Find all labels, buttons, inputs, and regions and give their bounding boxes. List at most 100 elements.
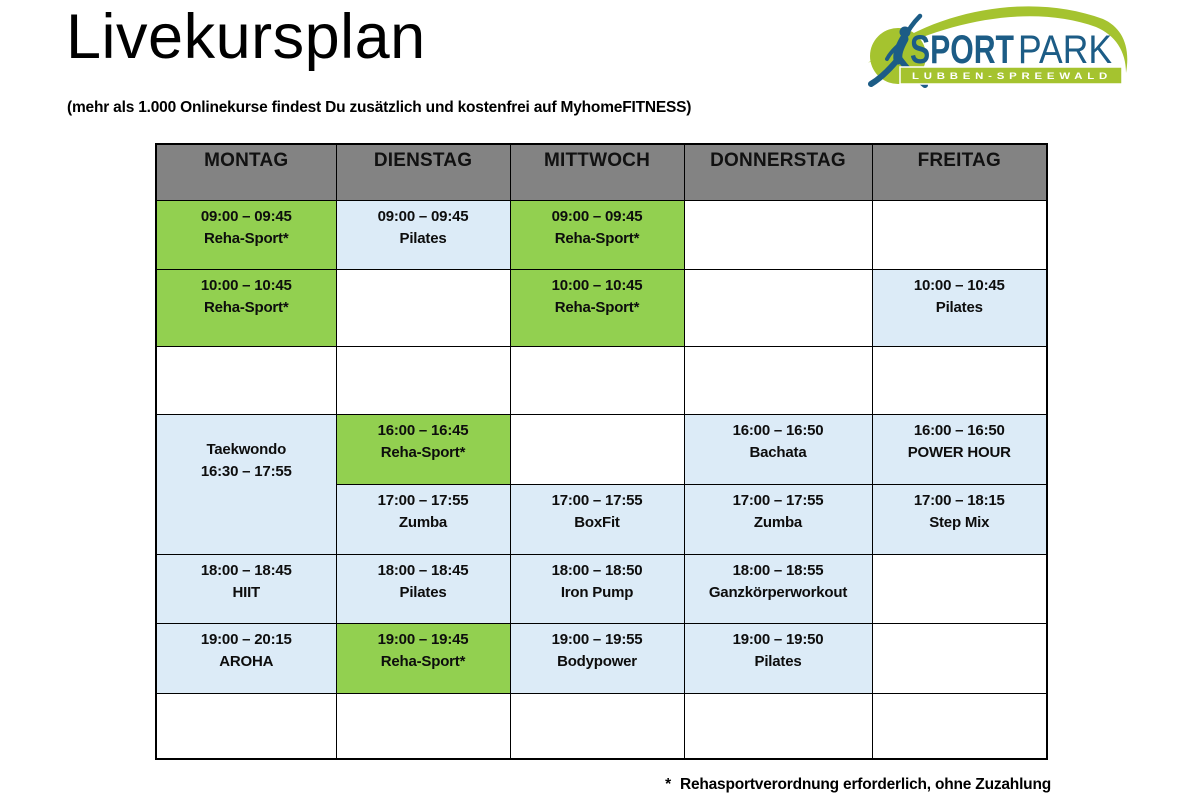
schedule-cell-empty: [871, 345, 1048, 415]
cell-line: 10:00 – 10:45: [200, 276, 292, 294]
page-title: Livekursplan: [66, 2, 426, 72]
schedule-cell: 16:00 – 16:50 Bachata: [683, 413, 873, 485]
cell-line: Ganzkörperworkout: [708, 583, 848, 601]
schedule-cell-empty: [335, 345, 511, 415]
cell-line: 16:00 – 16:50: [913, 421, 1005, 439]
cell-line: 17:00 – 17:55: [732, 491, 824, 509]
schedule-cell-empty: [871, 199, 1048, 270]
schedule-cell: 10:00 – 10:45 Reha-Sport*: [155, 268, 337, 347]
schedule-cell: 17:00 – 17:55 BoxFit: [509, 483, 685, 555]
cell-line: 19:00 – 19:45: [377, 630, 469, 648]
sportpark-logo-graphic: SPORT PARK LUBBEN-SPREEWALD: [868, 6, 1128, 88]
footnote-asterisk: *: [665, 776, 671, 793]
cell-line: Reha-Sport*: [554, 229, 640, 247]
schedule-cell: 16:00 – 16:50 POWER HOUR: [871, 413, 1048, 485]
cell-line: Bodypower: [557, 652, 637, 670]
schedule-body: 09:00 – 09:45 Reha-Sport* 09:00 – 09:45 Pil…: [155, 199, 1048, 760]
schedule-cell: 17:00 – 18:15 Step Mix: [871, 483, 1048, 555]
cell-line: 19:00 – 19:55: [551, 630, 643, 648]
schedule-cell-empty: [683, 692, 873, 760]
cell-line: Zumba: [753, 513, 803, 531]
schedule-row: 10:00 – 10:45 Reha-Sport* 10:00 – 10:45 Reh…: [155, 268, 1048, 347]
cell-line: 19:00 – 20:15: [200, 630, 292, 648]
cell-line: Pilates: [935, 298, 983, 316]
logo-tagline-bar: [899, 66, 1123, 85]
schedule-cell: 19:00 – 19:50 Pilates: [683, 622, 873, 694]
cell-line: 19:00 – 19:50: [732, 630, 824, 648]
schedule-row: [155, 692, 1048, 760]
cell-line: AROHA: [219, 652, 274, 670]
cell-line: HIIT: [232, 583, 261, 601]
schedule-row: Taekwondo 16:30 – 17:55 16:00 – 16:45 Reha-…: [155, 413, 1048, 555]
schedule-cell: 10:00 – 10:45 Pilates: [871, 268, 1048, 347]
schedule-cell-empty: [335, 268, 511, 347]
day-header-donnerstag: DONNERSTAG: [683, 143, 873, 201]
schedule-cell: 16:00 – 16:45 Reha-Sport*: [335, 413, 511, 485]
cell-line: 10:00 – 10:45: [551, 276, 643, 294]
cell-line: Reha-Sport*: [380, 652, 466, 670]
footnote-text: Rehasportverordnung erforderlich, ohne Z…: [679, 776, 1051, 793]
schedule-cell-empty: [509, 413, 685, 485]
day-header-freitag: FREITAG: [871, 143, 1048, 201]
page-subtitle: (mehr als 1.000 Onlinekurse findest Du z…: [67, 99, 692, 116]
cell-line: Pilates: [754, 652, 802, 670]
cell-line: 09:00 – 09:45: [200, 207, 292, 225]
day-header-mittwoch: MITTWOCH: [509, 143, 685, 201]
footnote: * Rehasportverordnung erforderlich, ohne …: [500, 776, 1051, 794]
logo-tagline: LUBBEN-SPREEWALD: [912, 71, 1112, 82]
cell-line: BoxFit: [574, 513, 620, 531]
schedule-cell: 18:00 – 18:50 Iron Pump: [509, 553, 685, 624]
schedule-cell-empty: [335, 692, 511, 760]
day-header-row: MONTAG DIENSTAG MITTWOCH DONNERSTAG FREI…: [155, 143, 1048, 201]
cell-line: 18:00 – 18:55: [732, 561, 824, 579]
cell-line: 17:00 – 17:55: [377, 491, 469, 509]
schedule-cell: 19:00 – 19:45 Reha-Sport*: [335, 622, 511, 694]
schedule-cell: 09:00 – 09:45 Reha-Sport*: [155, 199, 337, 270]
cell-line: Taekwondo: [206, 440, 287, 458]
schedule-row: 18:00 – 18:45 HIIT 18:00 – 18:45 Pilates 18:…: [155, 553, 1048, 624]
cell-line: Reha-Sport*: [380, 443, 466, 461]
cell-line: 16:30 – 17:55: [200, 462, 292, 480]
cell-line: 18:00 – 18:50: [551, 561, 643, 579]
cell-line: 18:00 – 18:45: [200, 561, 292, 579]
day-header-dienstag: DIENSTAG: [335, 143, 511, 201]
day-header-montag: MONTAG: [155, 143, 337, 201]
cell-line: 17:00 – 17:55: [551, 491, 643, 509]
schedule-cell: 09:00 – 09:45 Pilates: [335, 199, 511, 270]
schedule-cell-empty: [871, 622, 1048, 694]
schedule-cell: 18:00 – 18:55 Ganzkörperworkout: [683, 553, 873, 624]
cell-line: Iron Pump: [560, 583, 634, 601]
sportpark-logo: SPORT PARK LUBBEN-SPREEWALD: [858, 3, 1138, 91]
schedule-row: 09:00 – 09:45 Reha-Sport* 09:00 – 09:45 Pil…: [155, 199, 1048, 270]
cell-line: 16:00 – 16:50: [732, 421, 824, 439]
schedule-row: 19:00 – 20:15 AROHA 19:00 – 19:45 Reha-Spor…: [155, 622, 1048, 694]
schedule-cell: 19:00 – 19:55 Bodypower: [509, 622, 685, 694]
cell-line: 09:00 – 09:45: [551, 207, 643, 225]
cell-line: Pilates: [399, 583, 447, 601]
schedule-cell: 09:00 – 09:45 Reha-Sport*: [509, 199, 685, 270]
course-schedule-table: MONTAG DIENSTAG MITTWOCH DONNERSTAG FREI…: [155, 143, 1048, 760]
schedule-cell-empty: [871, 553, 1048, 624]
schedule-cell: 18:00 – 18:45 Pilates: [335, 553, 511, 624]
schedule-cell-empty: [871, 692, 1048, 760]
cell-line: POWER HOUR: [907, 443, 1011, 461]
schedule-cell-empty: [509, 692, 685, 760]
schedule-cell-empty: [155, 692, 337, 760]
schedule-cell: Taekwondo 16:30 – 17:55: [155, 413, 337, 555]
schedule-row: 17:00 – 17:55 Zumba 17:00 – 17:55 BoxFit 17:…: [156, 483, 1048, 555]
cell-line: Reha-Sport*: [204, 298, 289, 316]
cell-line: Step Mix: [929, 513, 990, 531]
schedule-cell-empty: [155, 345, 337, 415]
logo-brand-bold: SPORT: [910, 28, 1014, 72]
cell-line: Reha-Sport*: [554, 298, 640, 316]
cell-line: Bachata: [749, 443, 807, 461]
cell-line: 18:00 – 18:45: [377, 561, 469, 579]
cell-line: Reha-Sport*: [204, 229, 289, 247]
cell-line: 17:00 – 18:15: [913, 491, 1005, 509]
cell-line: Pilates: [399, 229, 447, 247]
cell-line: 10:00 – 10:45: [913, 276, 1005, 294]
cell-line: 16:00 – 16:45: [377, 421, 469, 439]
schedule-cell: 17:00 – 17:55 Zumba: [335, 483, 511, 555]
schedule-cell-empty: [683, 345, 873, 415]
